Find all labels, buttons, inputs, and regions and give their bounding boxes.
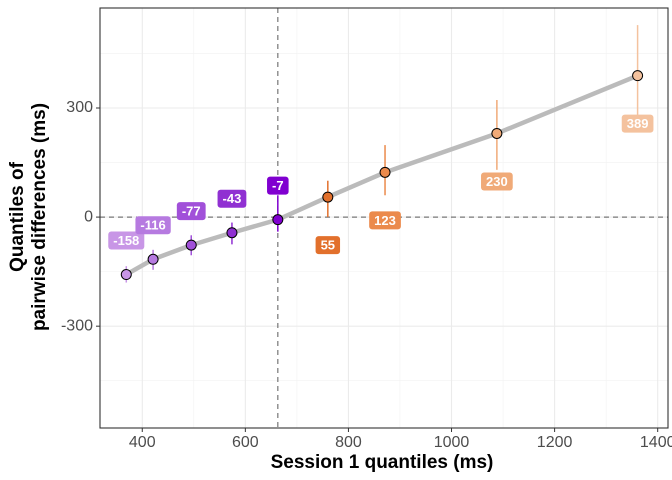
x-tick-label: 600 (232, 434, 259, 451)
x-tick-label: 800 (335, 434, 362, 451)
point (272, 214, 284, 226)
data-label-text: 55 (321, 238, 335, 253)
data-label: 230 (481, 172, 513, 191)
data-label-text: 230 (486, 174, 508, 189)
data-label: -116 (135, 216, 171, 235)
point (632, 70, 644, 82)
point (322, 191, 334, 203)
data-label: -77 (176, 202, 206, 221)
data-label-text: 389 (627, 116, 649, 131)
label-box (176, 202, 206, 221)
x-tick-label: 400 (129, 434, 156, 451)
panel-border (99, 7, 669, 429)
y-tick-label: 300 (66, 99, 93, 116)
y-axis-title: Quantiles of (7, 161, 28, 271)
data-label: 55 (315, 236, 341, 255)
label-box (267, 176, 289, 195)
y-tick-label: -300 (61, 317, 93, 334)
label-box (369, 211, 401, 230)
y-axis-title: pairwise differences (ms) (29, 103, 50, 331)
y-axis-title-group: Quantiles of pairwise differences (ms) (7, 103, 50, 331)
point (491, 127, 503, 139)
label-box (108, 231, 145, 250)
label-box (217, 189, 247, 208)
label-box (315, 236, 341, 255)
data-label: -43 (217, 189, 247, 208)
y-tick-label: 0 (84, 208, 93, 225)
label-box (621, 114, 654, 133)
point (185, 239, 197, 251)
data-label-text: 123 (374, 213, 396, 228)
point (147, 253, 159, 265)
data-label-text: -77 (182, 204, 201, 219)
point (120, 269, 132, 281)
data-label: 389 (621, 114, 654, 133)
data-label-text: -116 (140, 218, 165, 233)
x-tick-label: 1400 (640, 434, 672, 451)
x-tick-label: 1200 (537, 434, 573, 451)
x-tick-label: 1000 (434, 434, 470, 451)
data-label-text: -158 (113, 233, 139, 248)
data-label-text: -7 (272, 178, 284, 193)
label-box (135, 216, 171, 235)
label-box (481, 172, 513, 191)
data-label: -7 (267, 176, 289, 195)
point (379, 166, 391, 178)
data-label-text: -43 (223, 191, 242, 206)
data-label: -158 (108, 231, 145, 250)
data-label: 123 (369, 211, 401, 230)
x-axis-title: Session 1 quantiles (ms) (271, 452, 494, 473)
point (226, 227, 238, 239)
